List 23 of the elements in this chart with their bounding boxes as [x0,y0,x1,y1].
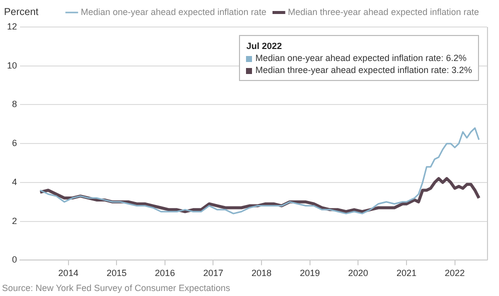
y-tick-label: 4 [12,176,18,187]
legend-label: Median three-year ahead expected inflation rate [288,6,479,17]
y-tick-label: 0 [12,254,18,265]
legend-label: Median one-year ahead expected inflation rate [80,6,266,17]
y-tick-label: 2 [12,216,18,226]
x-tick-label: 2015 [106,268,127,278]
y-tick-label: 12 [6,21,18,32]
source-note: Source: New York Fed Survey of Consumer Expectations [2,283,231,293]
x-tick-label: 2014 [58,268,78,278]
x-tick-label: 2022 [444,268,465,278]
x-tick-label: 2019 [300,268,320,278]
x-tick-label: 2021 [396,268,416,278]
x-tick-label: 2017 [203,268,224,278]
y-tick-label: 10 [6,60,18,70]
annotation: Median three-year ahead expected inflation rate: 3.2% [254,64,472,76]
x-tick-label: 2020 [348,268,368,278]
annotation: Median one-year ahead expected inflation rate: 6.2% [254,52,468,64]
y-tick-label: 6 [12,138,18,148]
y-axis-title: Percent [4,6,39,18]
x-tick-label: 2018 [252,268,272,278]
x-tick-label: 2016 [154,268,175,278]
y-tick-label: 8 [12,99,18,110]
annotation: Jul 2022 [246,40,283,52]
